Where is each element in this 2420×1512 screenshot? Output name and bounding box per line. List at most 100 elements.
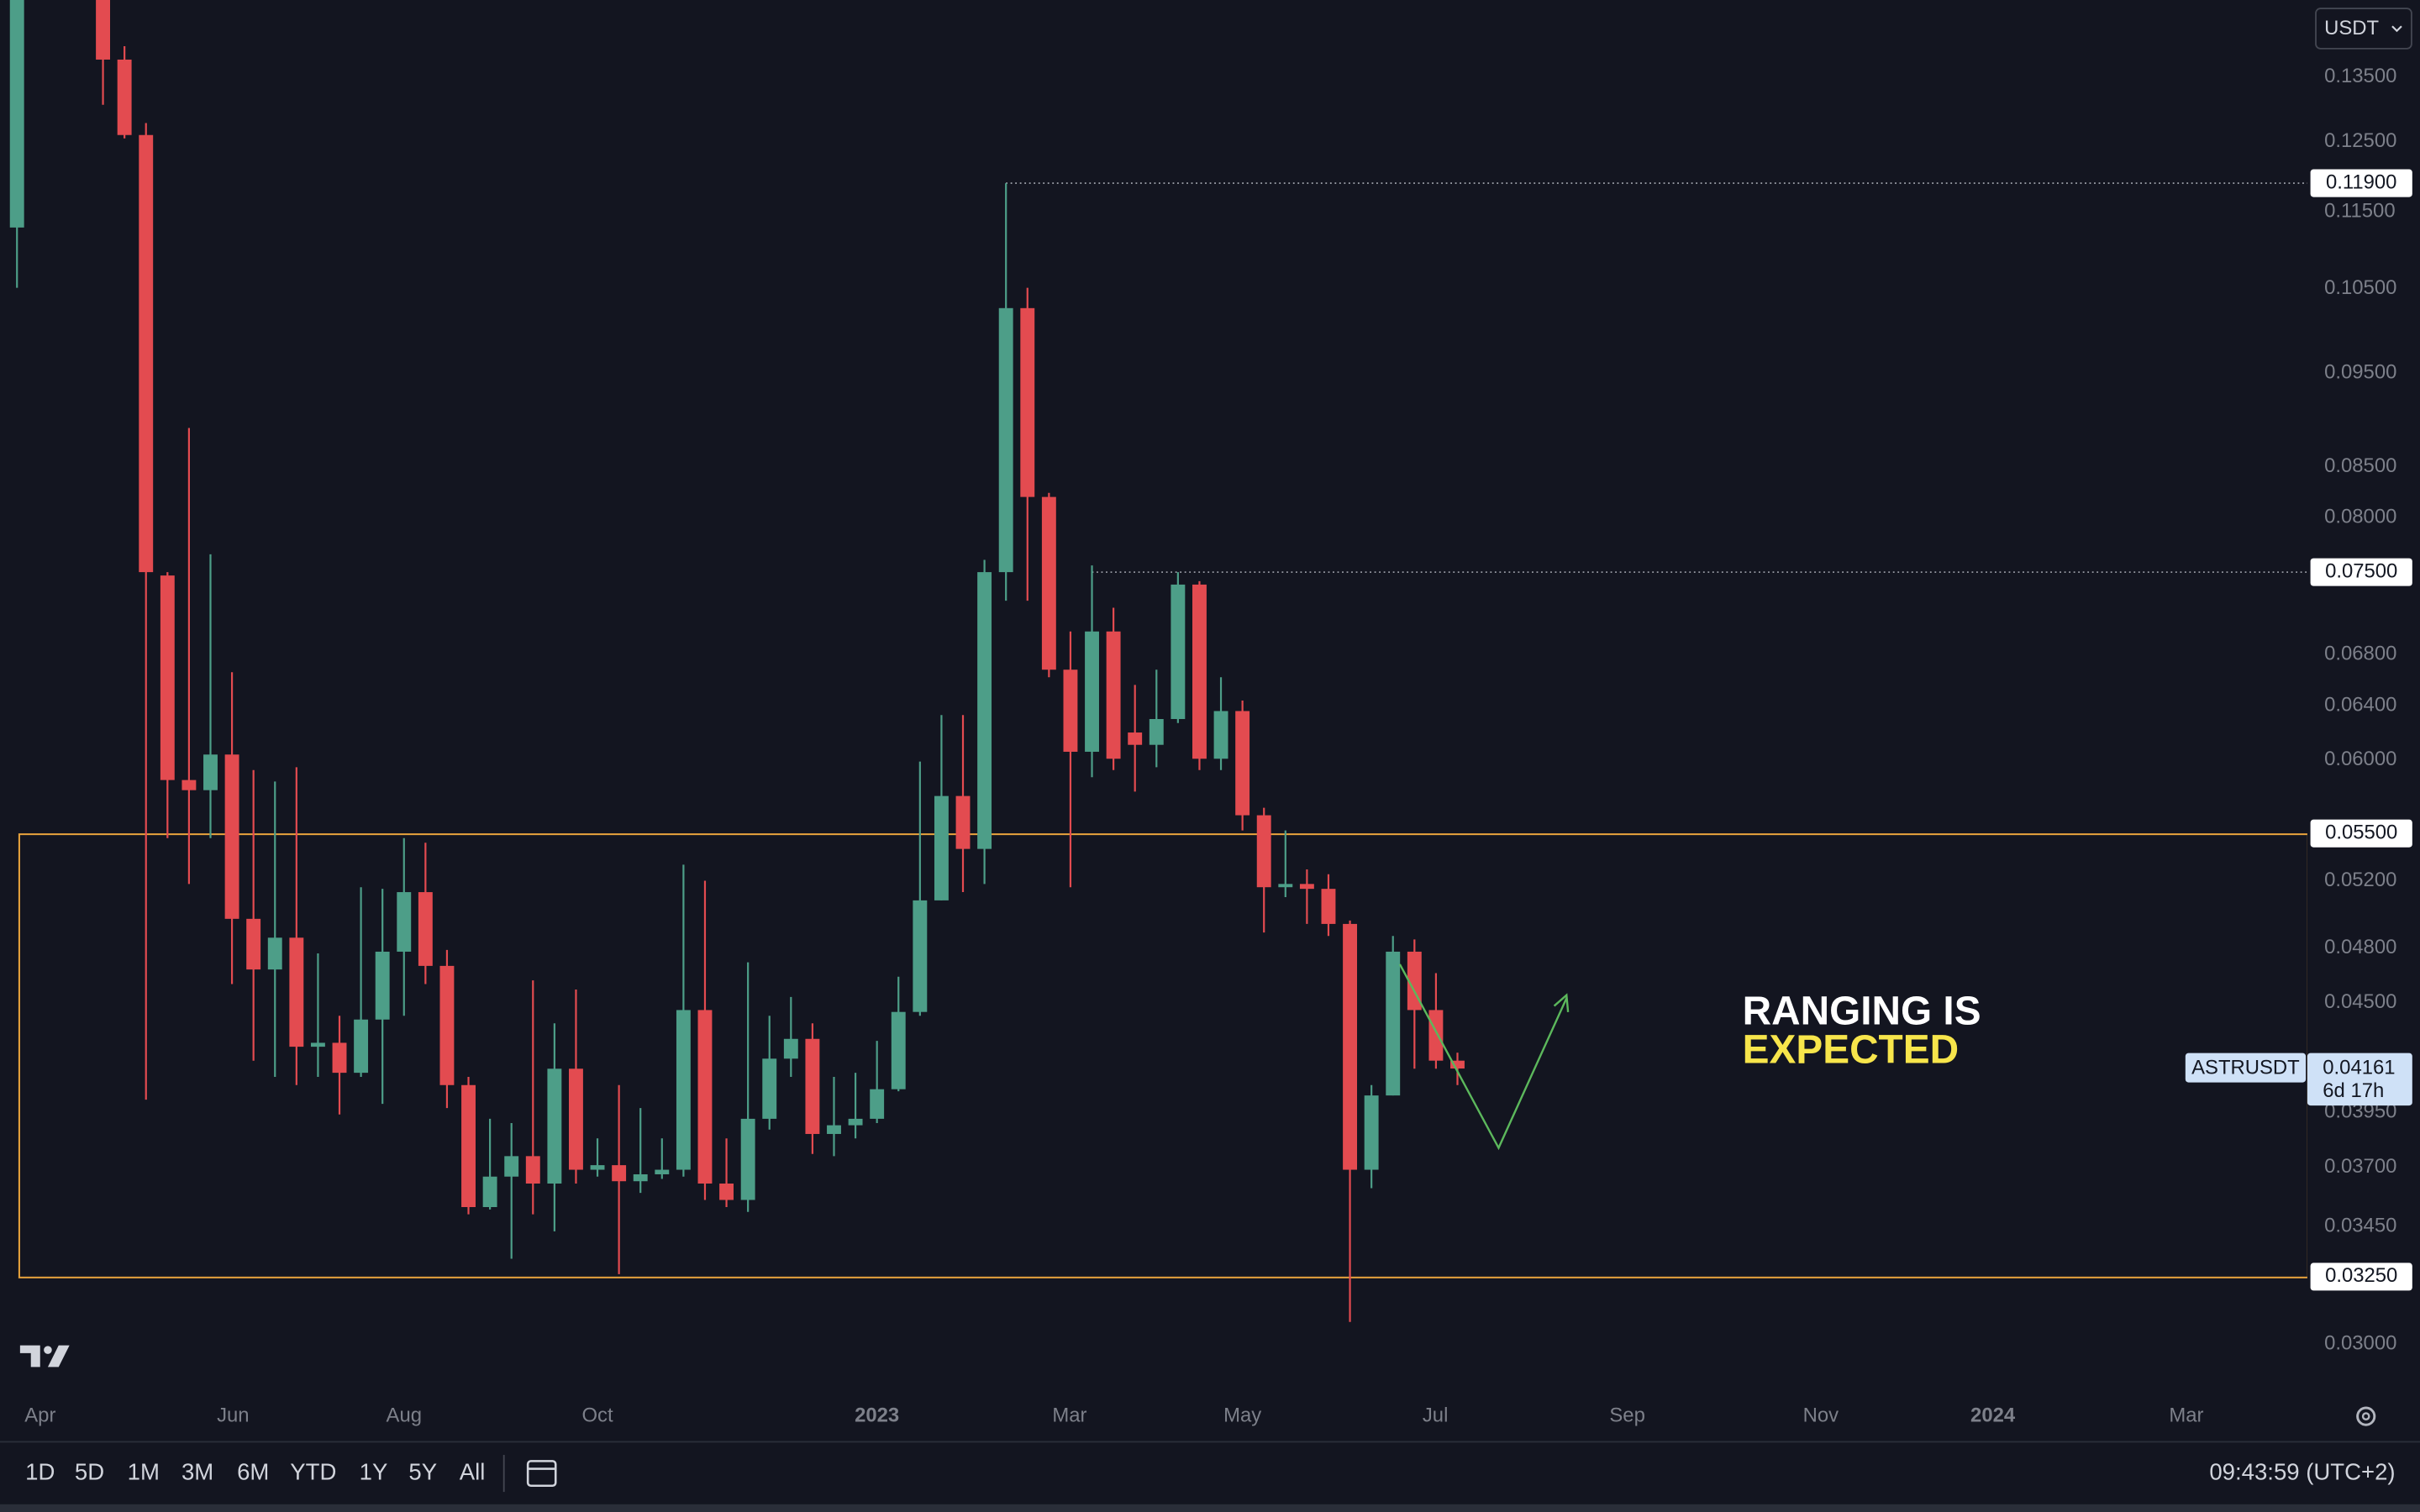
y-tick-label: 0.12500 <box>2324 129 2396 152</box>
symbol-label: ASTRUSDT <box>2191 1056 2300 1079</box>
range-button[interactable]: 5D <box>75 1458 104 1484</box>
logo-part <box>19 1345 40 1368</box>
date-range-icon[interactable] <box>526 1460 557 1488</box>
candle-body <box>246 918 261 970</box>
price-label-box <box>2310 169 2412 197</box>
candle-body <box>1149 718 1164 745</box>
candle-body <box>96 0 111 60</box>
candle-body <box>762 1058 777 1119</box>
settings-icon[interactable] <box>2356 1406 2376 1426</box>
candle-body <box>1128 732 1143 745</box>
range-button[interactable]: YTD <box>290 1458 336 1484</box>
price-label: 0.05500 <box>2325 822 2397 844</box>
price-label-box <box>2310 819 2412 848</box>
candle-body <box>1407 951 1422 1011</box>
candle-body <box>633 1173 648 1182</box>
range-button[interactable]: 3M <box>182 1458 213 1484</box>
candle-body <box>697 1010 713 1184</box>
clock[interactable]: 09:43:59 (UTC+2) <box>2209 1458 2395 1484</box>
candle-body <box>375 951 390 1020</box>
candle-body <box>1041 496 1056 670</box>
x-tick-label: Mar <box>1052 1404 1086 1426</box>
y-tick-label: 0.06000 <box>2324 748 2396 770</box>
candle-body <box>354 1019 369 1074</box>
menu-label[interactable]: USDT <box>2324 17 2379 39</box>
price-label-box <box>2310 1263 2412 1291</box>
annotation: EXPECTED <box>1743 1027 1959 1072</box>
x-tick-label: Mar <box>2169 1404 2203 1426</box>
x-tick-label: 2023 <box>855 1404 899 1426</box>
candle-body <box>1106 631 1121 759</box>
candle-body <box>1364 1095 1379 1170</box>
candle-body <box>998 307 1013 573</box>
range-button[interactable]: 6M <box>237 1458 269 1484</box>
settings-icon-center <box>2361 1412 2370 1420</box>
x-tick-label: Sep <box>1609 1404 1644 1426</box>
candle-body <box>740 1118 755 1200</box>
candle-body <box>182 780 197 790</box>
price-label: 0.07500 <box>2325 559 2397 582</box>
candle-body <box>913 900 928 1012</box>
range-button[interactable]: 1D <box>25 1458 55 1484</box>
candle-body <box>612 1165 627 1182</box>
menu-box[interactable] <box>2315 8 2412 50</box>
x-tick-label: May <box>1223 1404 1261 1426</box>
candle-body <box>1235 711 1250 816</box>
candle-body <box>9 0 24 228</box>
candle-body <box>224 754 239 919</box>
logo <box>19 1345 70 1368</box>
last-price: 0.04161 <box>2323 1056 2395 1079</box>
candle-body <box>1278 884 1293 888</box>
candle-body <box>203 754 218 790</box>
candle-body <box>289 937 304 1047</box>
candle-body <box>267 937 282 970</box>
candle-body <box>590 1165 605 1170</box>
candle-body <box>525 1156 540 1184</box>
y-tick-label: 0.10500 <box>2324 276 2396 299</box>
y-tick-label: 0.09500 <box>2324 360 2396 383</box>
candle-body <box>1299 884 1314 890</box>
candle-body <box>439 965 455 1085</box>
y-tick-label: 0.03450 <box>2324 1214 2396 1236</box>
y-tick-label: 0.04800 <box>2324 936 2396 958</box>
x-tick-label: Apr <box>24 1404 55 1426</box>
y-tick-label: 0.06400 <box>2324 694 2396 717</box>
logo-part <box>44 1346 52 1354</box>
candle-body <box>783 1038 798 1059</box>
range-button[interactable]: 1M <box>128 1458 160 1484</box>
annotation: RANGING IS <box>1743 989 1981 1033</box>
candle-body <box>547 1068 562 1184</box>
x-tick-label: Nov <box>1803 1404 1839 1426</box>
x-tick-label: 2024 <box>1970 1404 2016 1426</box>
candle-body <box>1321 889 1336 924</box>
last-price-box <box>2307 1053 2412 1106</box>
candle-body <box>934 795 949 900</box>
candle-body <box>1171 584 1186 719</box>
currency-menu[interactable]: USDT <box>2315 8 2412 50</box>
candle-body <box>719 1183 734 1200</box>
y-tick-label: 0.08000 <box>2324 506 2396 528</box>
candle-body <box>117 59 132 135</box>
candle-body <box>1386 951 1401 1096</box>
candle-body <box>870 1089 885 1119</box>
candle-body <box>397 892 412 952</box>
x-tick-label: Aug <box>387 1404 422 1426</box>
y-tick-label: 0.13500 <box>2324 65 2396 87</box>
candle-body <box>461 1084 476 1208</box>
y-tick-label: 0.11500 <box>2324 200 2395 223</box>
candle-body <box>160 575 175 780</box>
candle-body <box>955 795 971 849</box>
candle-body <box>1213 711 1228 759</box>
y-tick-label: 0.05200 <box>2324 869 2396 891</box>
plot-area <box>9 0 2307 1322</box>
range-button[interactable]: 5Y <box>408 1458 437 1484</box>
range-button[interactable]: All <box>460 1458 486 1484</box>
candle-body <box>891 1011 906 1089</box>
candle-body <box>1020 307 1035 497</box>
projection-arrow <box>1398 963 1568 1151</box>
range-box <box>18 833 2307 1278</box>
candle-body <box>332 1042 347 1074</box>
range-button[interactable]: 1Y <box>360 1458 388 1484</box>
axes: 0.13500 0.12500 0.11500 0.10500 0.09500 0.085… <box>24 65 2412 1426</box>
